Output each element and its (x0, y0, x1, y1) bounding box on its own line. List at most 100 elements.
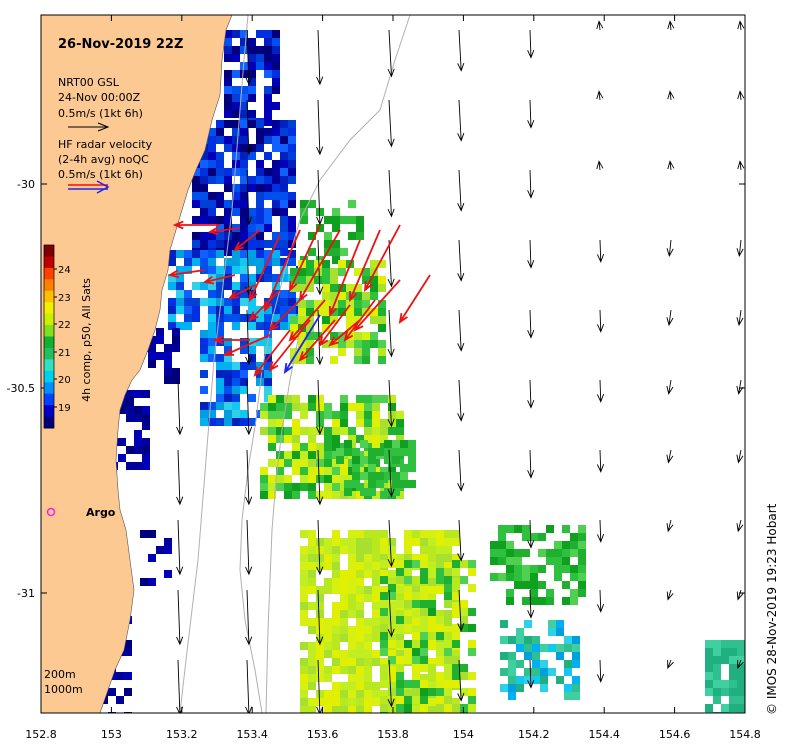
sst-pixel (156, 352, 164, 360)
sst-pixel (404, 568, 412, 576)
radar-arrow (222, 334, 271, 356)
sst-pixel (308, 530, 316, 538)
sst-pixel (248, 274, 256, 282)
sst-pixel (404, 586, 412, 594)
sst-pixel (364, 403, 372, 411)
sst-pixel (298, 308, 306, 316)
sst-pixel (578, 525, 586, 533)
sst-pixel (428, 632, 436, 640)
sst-pixel (713, 648, 721, 656)
sst-pixel (372, 586, 380, 594)
sst-pixel (208, 240, 216, 248)
sst-pixel (364, 538, 372, 546)
model-arrow (527, 99, 535, 129)
sst-pixel (412, 640, 420, 648)
sst-pixel (264, 128, 272, 136)
sst-pixel (300, 690, 308, 698)
sst-pixel (420, 680, 428, 688)
sst-pixel (388, 602, 396, 610)
sst-pixel (444, 648, 452, 656)
sst-pixel (298, 324, 306, 332)
sst-pixel (184, 314, 192, 322)
sst-pixel (288, 160, 296, 168)
radar-arrow (353, 279, 401, 332)
model-arrow (176, 589, 184, 646)
model-arrow (736, 519, 744, 533)
sst-pixel (412, 648, 420, 656)
sst-pixel (352, 464, 360, 472)
sst-pixel (308, 483, 316, 491)
model-arrow (527, 169, 535, 199)
sst-pixel (514, 573, 522, 581)
sst-pixel (156, 546, 164, 554)
sst-pixel (508, 692, 516, 700)
sst-pixel (142, 446, 150, 454)
sst-pixel (300, 403, 308, 411)
sst-pixel (324, 650, 332, 658)
sst-pixel (192, 282, 200, 290)
model-arrow (245, 449, 253, 506)
argo-float-icon[interactable] (46, 507, 56, 517)
colorbar-tick-label: 24 (58, 265, 71, 276)
legend-radar-scale: 0.5m/s (1kt 6h) (58, 168, 143, 181)
sst-pixel (530, 589, 538, 597)
sst-pixel (248, 120, 256, 128)
legend-model-line2: 24-Nov 00:00Z (58, 91, 141, 104)
sst-pixel (248, 418, 256, 426)
sst-pixel (308, 538, 316, 546)
sst-pixel (372, 411, 380, 419)
sst-pixel (562, 525, 570, 533)
sst-pixel (364, 419, 372, 427)
sst-pixel (380, 680, 388, 688)
argo-marker[interactable]: Argo (46, 506, 116, 519)
sst-pixel (316, 650, 324, 658)
sst-pixel (148, 352, 156, 360)
sst-pixel (556, 620, 564, 628)
sst-pixel (340, 594, 348, 602)
sst-pixel (412, 560, 420, 568)
sst-pixel (280, 322, 288, 330)
sst-pixel (364, 427, 372, 435)
sst-pixel (260, 475, 268, 483)
model-arrow (527, 589, 535, 619)
map-title: 26-Nov-2019 22Z (58, 37, 183, 52)
sst-pixel (713, 688, 721, 696)
sst-pixel (378, 348, 386, 356)
sst-pixel (224, 402, 232, 410)
sst-pixel (460, 664, 468, 672)
sst-pixel (500, 684, 508, 692)
sst-pixel (340, 682, 348, 690)
sst-pixel (346, 340, 354, 348)
sst-pixel (522, 573, 530, 581)
sst-pixel (184, 250, 192, 258)
sst-pixel (332, 666, 340, 674)
sst-pixel (378, 300, 386, 308)
sst-pixel (506, 589, 514, 597)
sst-pixel (322, 268, 330, 276)
sst-pixel (737, 664, 745, 672)
sst-pixel (372, 562, 380, 570)
sst-pixel (330, 356, 338, 364)
sst-pixel (116, 672, 124, 680)
sst-pixel (468, 624, 476, 632)
sst-pixel (436, 546, 444, 554)
sst-pixel (168, 298, 176, 306)
sst-pixel (232, 250, 240, 258)
sst-pixel (314, 268, 322, 276)
sst-pixel (142, 422, 150, 430)
sst-pixel (468, 640, 476, 648)
sst-pixel (256, 314, 264, 322)
sst-pixel (428, 538, 436, 546)
sst-pixel (420, 600, 428, 608)
model-arrow (737, 90, 745, 101)
sst-pixel (308, 443, 316, 451)
sst-pixel (532, 652, 540, 660)
sst-pixel (316, 626, 324, 634)
sst-pixel (308, 642, 316, 650)
sst-pixel (356, 706, 364, 713)
sst-pixel (240, 314, 248, 322)
sst-pixel (288, 224, 296, 232)
sst-pixel (436, 554, 444, 562)
sst-pixel (338, 340, 346, 348)
